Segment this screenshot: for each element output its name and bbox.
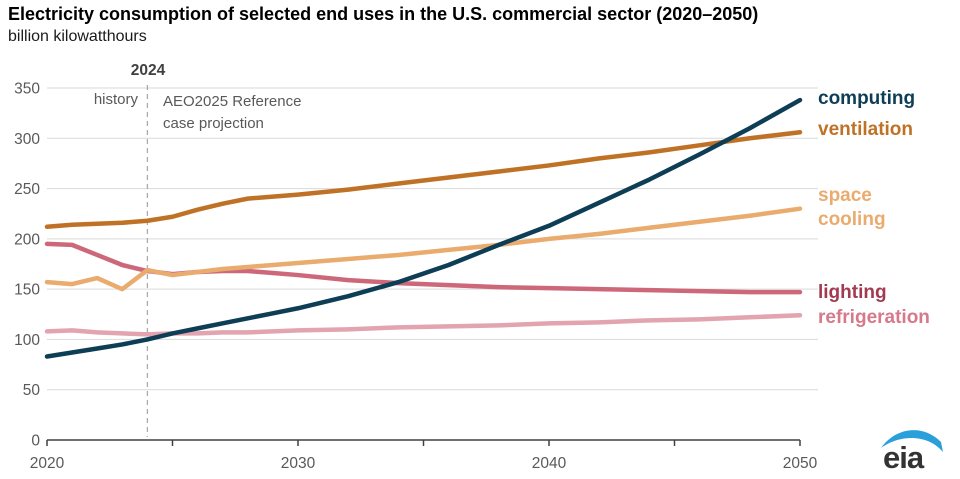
legend-label-space-cooling: space cooling	[818, 185, 886, 230]
y-tick-label-350: 350	[14, 81, 40, 98]
eia-swoosh-icon	[881, 430, 943, 452]
legend-label-computing: computing	[818, 88, 916, 109]
x-tick-label-2050: 2050	[783, 455, 818, 472]
history-annotation: history	[93, 91, 138, 108]
x-tick-label-2020: 2020	[30, 455, 65, 472]
y-tick-label-300: 300	[14, 131, 40, 148]
eia-logo-text: eia	[883, 440, 925, 473]
series-line-computing	[44, 97, 803, 359]
legend-label-ventilation: ventilation	[818, 119, 914, 140]
divider-year-label: 2024	[130, 62, 166, 79]
x-tick-label-2030: 2030	[281, 455, 316, 472]
y-tick-label-50: 50	[23, 382, 41, 399]
legend-label-lighting: lighting	[818, 282, 887, 303]
legend-label-refrigeration: refrigeration	[818, 307, 930, 328]
series-line-ventilation	[44, 130, 803, 230]
chart-subtitle: billion kilowatthours	[8, 28, 147, 45]
y-tick-label-200: 200	[14, 231, 40, 248]
projection-annotation: AEO2025 Reference case projection	[163, 93, 302, 132]
y-tick-label-0: 0	[31, 433, 40, 450]
series-line-space-cooling	[44, 206, 803, 292]
chart-title: Electricity consumption of selected end …	[8, 4, 759, 24]
y-tick-label-250: 250	[14, 181, 40, 198]
series-line-lighting	[44, 241, 803, 295]
x-tick-label-2040: 2040	[532, 455, 567, 472]
y-tick-label-150: 150	[14, 282, 40, 299]
eia-logo: eia	[881, 430, 943, 473]
series-line-refrigeration	[44, 313, 803, 337]
y-tick-label-100: 100	[14, 332, 40, 349]
